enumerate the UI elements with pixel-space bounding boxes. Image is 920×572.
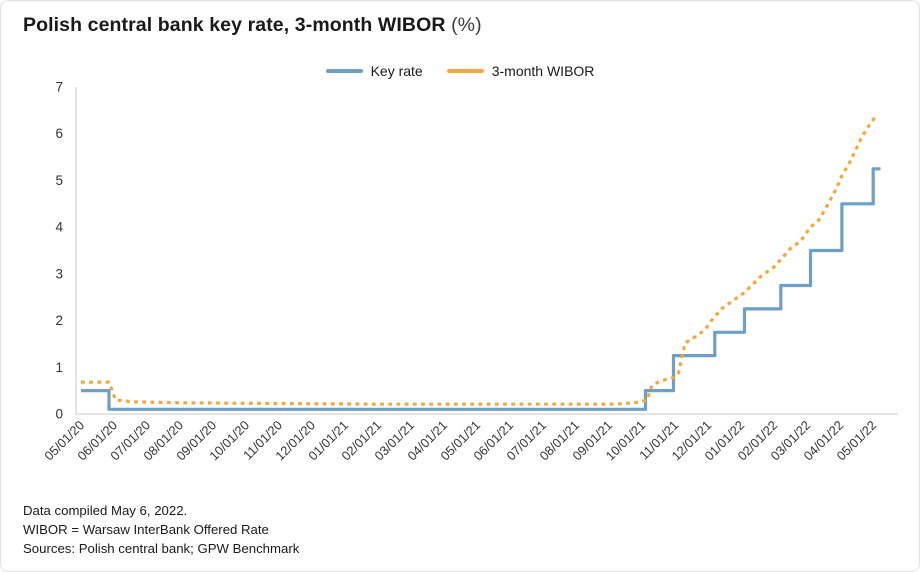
legend-item-key-rate: Key rate (325, 63, 423, 79)
y-axis-tick-label: 6 (55, 126, 63, 141)
legend-label-wibor: 3-month WIBOR (491, 63, 595, 79)
chart-title-unit: (%) (445, 14, 482, 36)
key-rate-line-swatch (325, 69, 363, 73)
footnote-compiled: Data compiled May 6, 2022. (23, 503, 188, 518)
footnote-wibor-definition: WIBOR = Warsaw InterBank Offered Rate (23, 522, 269, 537)
footnotes: Data compiled May 6, 2022. WIBOR = Warsa… (23, 501, 299, 558)
wibor-line (81, 116, 877, 406)
y-axis-tick-label: 5 (55, 173, 63, 188)
y-axis-tick-label: 3 (55, 266, 63, 281)
y-axis-tick-label: 1 (55, 360, 63, 375)
y-axis-tick-label: 7 (55, 80, 63, 95)
legend-label-key-rate: Key rate (370, 63, 423, 79)
legend: Key rate 3-month WIBOR (1, 63, 919, 79)
chart-title: Polish central bank key rate, 3-month WI… (23, 14, 482, 37)
key-rate-line (81, 167, 881, 411)
axis-lines (75, 87, 898, 415)
y-axis-tick-label: 0 (55, 407, 63, 422)
legend-item-wibor: 3-month WIBOR (446, 63, 595, 79)
wibor-line-swatch (446, 69, 484, 73)
y-axis-tick-label: 2 (55, 313, 63, 328)
footnote-sources: Sources: Polish central bank; GPW Benchm… (23, 541, 300, 556)
chart-title-main: Polish central bank key rate, 3-month WI… (23, 14, 446, 36)
y-axis-tick-label: 4 (55, 220, 63, 235)
